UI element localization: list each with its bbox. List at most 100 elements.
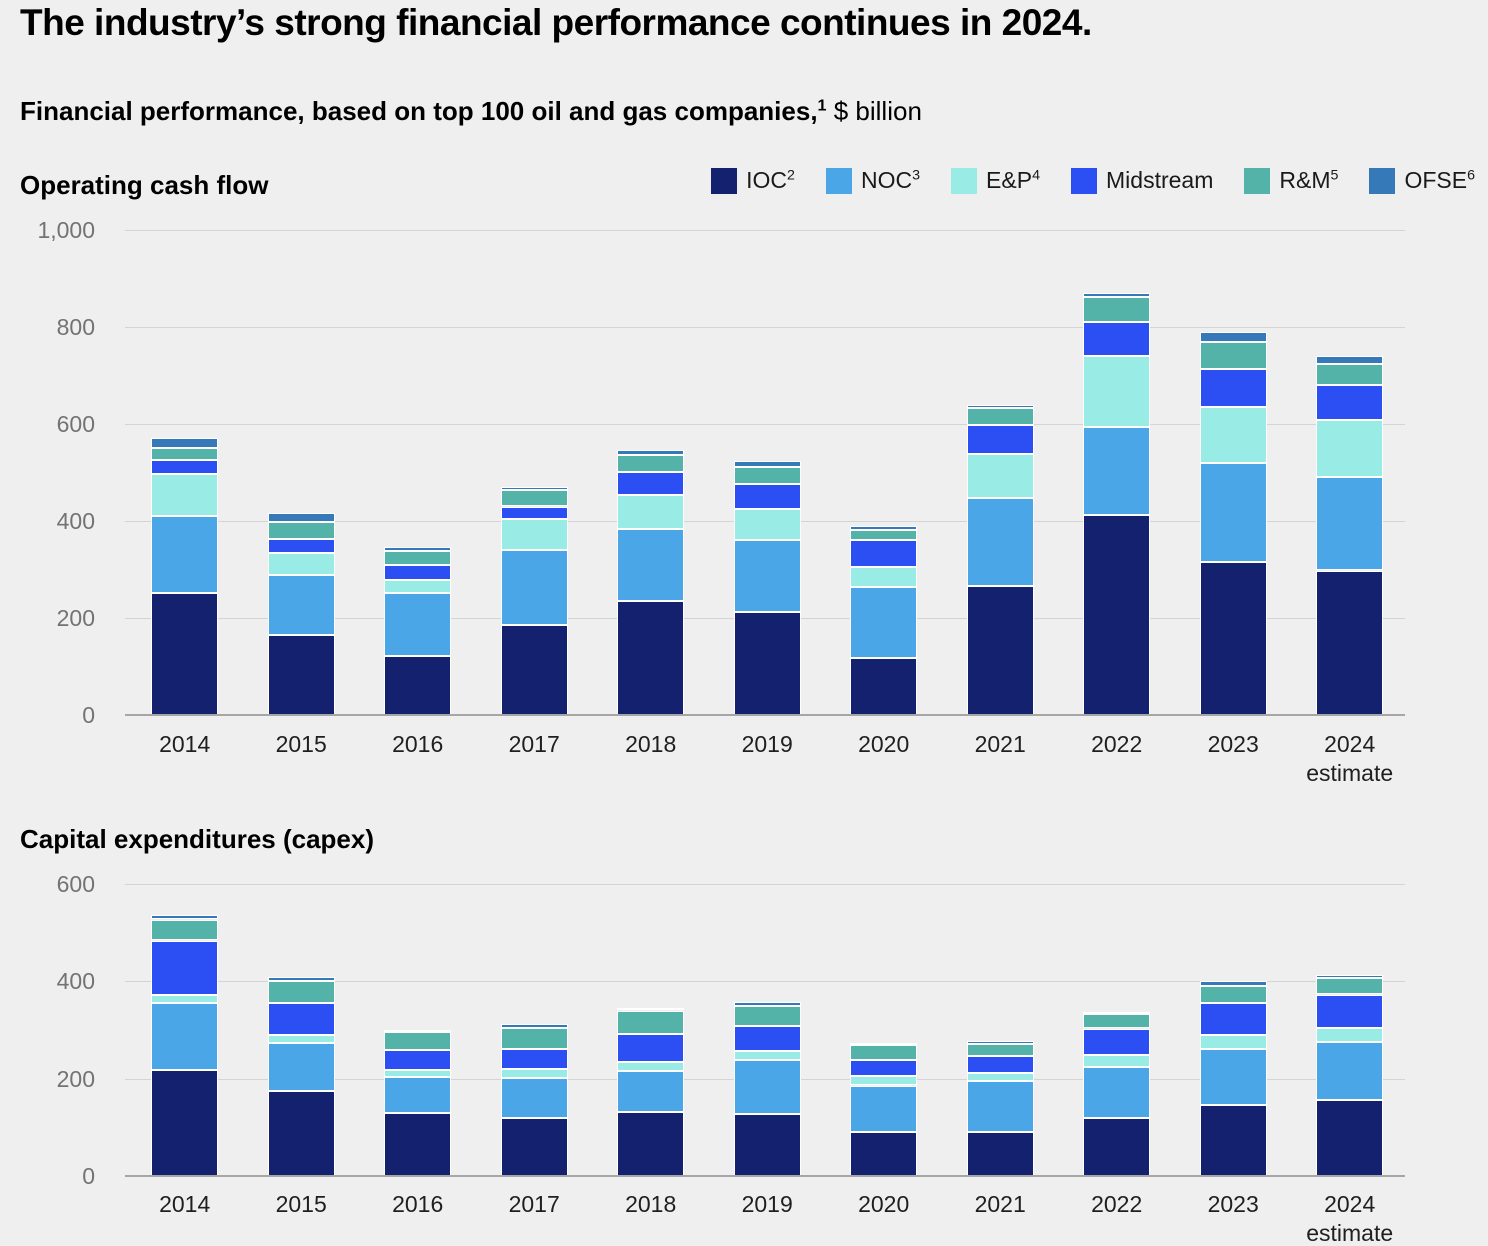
- bar-segment-2021-r-m: [966, 408, 1034, 425]
- x-axis-label-2017: 2017: [508, 731, 560, 757]
- bar-segment-2016-ofse: [384, 546, 452, 552]
- legend-label: NOC3: [860, 167, 921, 193]
- legend-label: E&P4: [986, 167, 1041, 193]
- page-title: The industry’s strong financial performa…: [20, 2, 1092, 43]
- bar-segment-2022-ofse: [1083, 293, 1151, 298]
- x-axis-label-2023: 2023: [1207, 731, 1259, 757]
- bar-segment-2020-midstream: [850, 1060, 918, 1076]
- bar-segment-2024-noc: [1316, 477, 1384, 571]
- bar-segment-2014-ioc: [151, 593, 219, 715]
- bar-segment-2023-noc: [1199, 462, 1267, 562]
- bar-segment-2022-ioc: [1083, 515, 1151, 715]
- bar-segment-2017-ioc: [500, 1118, 568, 1176]
- bar-segment-2023-ofse: [1199, 981, 1267, 986]
- bar-segment-2020-midstream: [850, 539, 918, 567]
- x-axis-label-2020: 2020: [858, 731, 910, 757]
- x-axis-baseline: [125, 714, 1405, 716]
- bar-segment-2023-noc: [1199, 1049, 1267, 1105]
- x-axis-label-2017: 2017: [508, 1191, 560, 1217]
- x-axis-label-2021: 2021: [974, 731, 1026, 757]
- bar-segment-2021-noc: [966, 1081, 1034, 1132]
- bar-segment-2017-e-p: [500, 518, 568, 550]
- bar-segment-2023-ofse: [1199, 331, 1267, 342]
- bar-segment-2016-e-p: [384, 579, 452, 594]
- bar-segment-2018-midstream: [617, 1033, 685, 1062]
- bar-segment-2017-ofse: [500, 486, 568, 491]
- gridline-1000: [125, 230, 1405, 231]
- x-axis-sublabel-estimate: estimate: [1306, 1220, 1394, 1246]
- legend-label: R&M5: [1279, 167, 1339, 193]
- legend-swatch: [825, 167, 852, 194]
- bar-segment-2022-midstream: [1083, 1028, 1151, 1056]
- x-axis-label-2023: 2023: [1207, 1191, 1259, 1217]
- bar-segment-2017-r-m: [500, 1027, 568, 1049]
- bar-segment-2023-ioc: [1199, 561, 1267, 715]
- bar-segment-2019-r-m: [733, 466, 801, 484]
- legend-label: Midstream: [1106, 167, 1214, 193]
- bar-segment-2019-noc: [733, 540, 801, 613]
- x-axis-label-2019: 2019: [741, 1191, 793, 1217]
- y-axis-tick-label: 0: [82, 702, 95, 728]
- legend-item-noc: NOC3: [825, 167, 921, 194]
- bar-segment-2015-ioc: [267, 635, 335, 715]
- bar-segment-2016-noc: [384, 593, 452, 657]
- bar-segment-2020-r-m: [850, 529, 918, 540]
- legend-label: OFSE6: [1404, 167, 1475, 193]
- chart-title-operating-cash-flow: Operating cash flow: [20, 170, 269, 200]
- gridline-800: [125, 327, 1405, 328]
- bar-segment-2015-noc: [267, 575, 335, 635]
- legend-swatch: [1369, 167, 1396, 194]
- y-axis-tick-label: 1,000: [37, 217, 95, 243]
- bar-segment-2021-e-p: [966, 453, 1034, 499]
- x-axis-label-2015: 2015: [275, 1191, 327, 1217]
- bar-segment-2022-e-p: [1083, 356, 1151, 428]
- bar-segment-2018-r-m: [617, 455, 685, 472]
- bar-segment-2019-ioc: [733, 1113, 801, 1176]
- bar-segment-2018-midstream: [617, 472, 685, 496]
- bar-segment-2017-r-m: [500, 490, 568, 507]
- y-axis-tick-label: 200: [56, 1065, 95, 1092]
- bar-segment-2020-noc: [850, 587, 918, 658]
- x-axis-label-2016: 2016: [392, 1191, 444, 1217]
- bar-segment-2024-noc: [1316, 1041, 1384, 1101]
- bar-segment-2019-noc: [733, 1060, 801, 1114]
- bar-segment-2021-ofse: [966, 404, 1034, 408]
- bar-segment-2021-e-p: [966, 1073, 1034, 1082]
- y-axis-tick-label: 400: [56, 968, 95, 995]
- bar-segment-2016-e-p: [384, 1069, 452, 1077]
- legend-item-ioc: IOC2: [711, 167, 795, 194]
- bar-segment-2022-r-m: [1083, 1014, 1151, 1029]
- bar-segment-2018-r-m: [617, 1010, 685, 1034]
- x-axis-label-2022: 2022: [1091, 731, 1143, 757]
- bar-segment-2014-r-m: [151, 447, 219, 461]
- bar-segment-2015-noc: [267, 1043, 335, 1091]
- bar-segment-2024-ofse: [1316, 356, 1384, 364]
- bar-segment-2019-ofse: [733, 1002, 801, 1007]
- x-axis-label-2015: 2015: [275, 731, 327, 757]
- x-axis-label-2022: 2022: [1091, 1191, 1143, 1217]
- bar-segment-2018-noc: [617, 529, 685, 601]
- bar-segment-2014-noc: [151, 1003, 219, 1070]
- x-axis-label-2018: 2018: [625, 1191, 677, 1217]
- bar-segment-2015-midstream: [267, 538, 335, 553]
- gridline-600: [125, 424, 1405, 425]
- bar-segment-2014-ioc: [151, 1069, 219, 1176]
- bar-segment-2014-e-p: [151, 474, 219, 517]
- bar-segment-2023-r-m: [1199, 341, 1267, 369]
- bar-segment-2018-e-p: [617, 1061, 685, 1071]
- bar-segment-2021-ioc: [966, 1131, 1034, 1176]
- bar-segment-2022-noc: [1083, 1067, 1151, 1118]
- bar-segment-2015-e-p: [267, 553, 335, 576]
- bar-segment-2022-ofse: [1083, 1012, 1151, 1015]
- bar-segment-2017-noc: [500, 549, 568, 626]
- bar-segment-2021-ioc: [966, 586, 1034, 715]
- subtitle-bold-text: Financial performance, based on top 100 …: [20, 96, 818, 126]
- legend-swatch: [951, 167, 978, 194]
- bar-segment-2023-e-p: [1199, 1035, 1267, 1049]
- x-axis-label-2020: 2020: [858, 1191, 910, 1217]
- bar-segment-2017-ioc: [500, 625, 568, 715]
- y-axis-tick-label: 200: [56, 605, 95, 631]
- bar-segment-2018-ofse: [617, 1007, 685, 1011]
- bar-segment-2015-ioc: [267, 1090, 335, 1176]
